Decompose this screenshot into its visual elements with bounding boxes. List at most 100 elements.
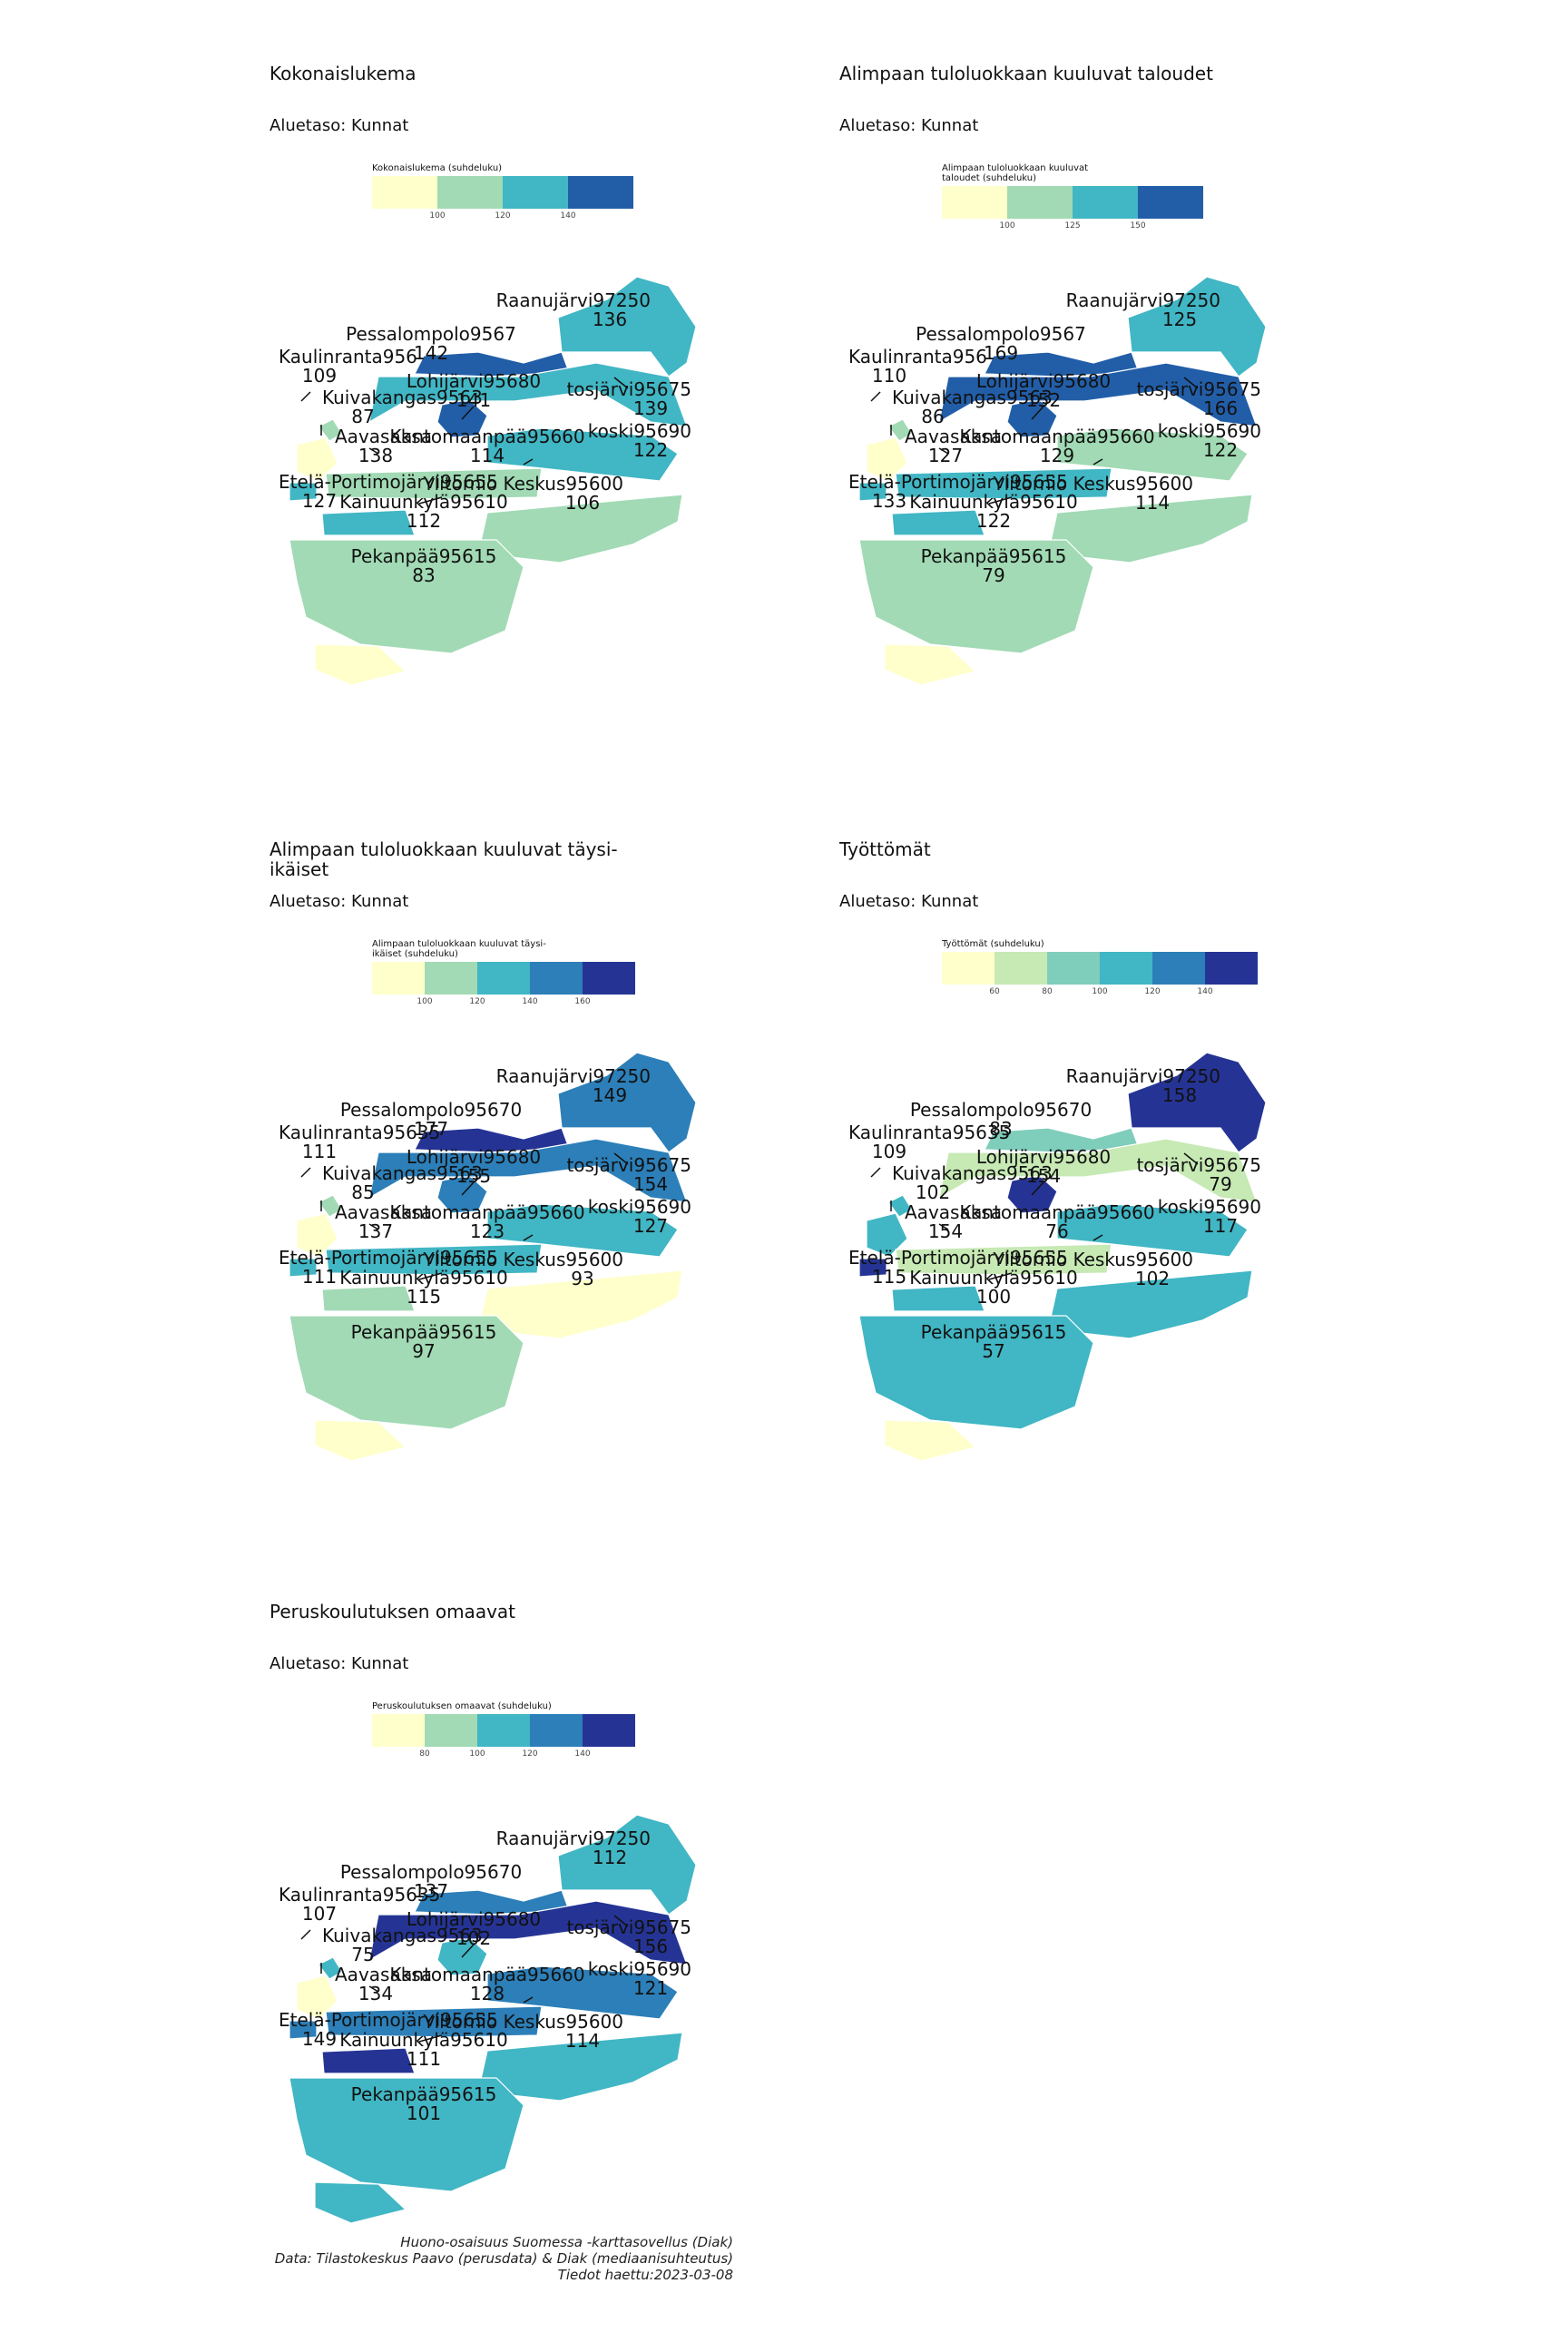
region-6[interactable]: [325, 467, 543, 500]
legend-tick-label: 80: [1042, 987, 1053, 996]
region-4[interactable]: [296, 436, 338, 482]
region-value-label: 155: [456, 1165, 491, 1187]
leader-line: [1093, 458, 1103, 466]
legend-tick-label: 140: [560, 211, 576, 220]
region-4[interactable]: [296, 1212, 338, 1258]
region-value-label: 154: [633, 1173, 668, 1195]
region-10[interactable]: [314, 2181, 407, 2224]
region-12[interactable]: [486, 1203, 679, 1258]
region-name-label: Raanujärvi97250: [496, 1065, 651, 1087]
region-value-label: 102: [456, 1927, 491, 1949]
leader-line: [461, 406, 475, 420]
region-9[interactable]: [858, 539, 1094, 654]
region-0[interactable]: [1127, 276, 1267, 377]
region-2[interactable]: [318, 418, 343, 442]
region-11[interactable]: [368, 362, 688, 427]
region-4[interactable]: [296, 1975, 338, 2020]
leader-line: [613, 1915, 629, 1927]
region-0[interactable]: [557, 1814, 697, 1916]
legend-tick-label: 120: [469, 997, 485, 1006]
region-10[interactable]: [314, 1419, 407, 1462]
region-value-label: 122: [976, 510, 1011, 532]
region-12[interactable]: [486, 427, 679, 482]
region-2[interactable]: [318, 1194, 343, 1218]
region-6[interactable]: [325, 2005, 543, 2038]
region-10[interactable]: [314, 643, 407, 686]
region-name-label: koski95690: [588, 1196, 691, 1218]
region-1[interactable]: [984, 351, 1140, 377]
credits-line-3: Tiedot haettu:2023-03-08: [557, 2267, 733, 2283]
region-9[interactable]: [289, 539, 524, 654]
region-name-label: Kainuunkylä95610: [909, 1267, 1077, 1289]
region-4[interactable]: [866, 436, 908, 482]
legend-swatch: [942, 952, 995, 985]
region-name-label: Kainuunkylä95610: [339, 1267, 507, 1289]
region-7[interactable]: [321, 509, 416, 536]
legend-title: Työttömät (suhdeluku): [942, 939, 1044, 949]
region-4[interactable]: [866, 1212, 908, 1258]
region-name-label: Pekanpää95615: [921, 1321, 1067, 1343]
region-11[interactable]: [368, 1900, 688, 1965]
region-1[interactable]: [414, 351, 570, 377]
region-9[interactable]: [289, 2077, 524, 2192]
region-1[interactable]: [414, 1889, 570, 1916]
region-name-label: Pekanpää95615: [351, 2083, 497, 2105]
region-value-label: 114: [470, 445, 505, 466]
region-6[interactable]: [325, 1243, 543, 1276]
region-2[interactable]: [318, 1956, 343, 1980]
region-11[interactable]: [938, 1138, 1258, 1203]
region-6[interactable]: [895, 1243, 1112, 1276]
region-value-label: 107: [302, 1903, 337, 1925]
region-12[interactable]: [486, 1965, 679, 2020]
legend-swatch: [583, 1714, 635, 1747]
region-7[interactable]: [321, 1285, 416, 1312]
region-value-label: 139: [633, 397, 668, 419]
region-value-label: 57: [982, 1340, 1004, 1362]
region-5[interactable]: [858, 482, 887, 502]
region-name-label: Pessalompolo9567: [346, 323, 516, 345]
region-10[interactable]: [884, 1419, 977, 1462]
region-value-label: 112: [407, 510, 441, 532]
region-5[interactable]: [858, 1258, 887, 1278]
region-9[interactable]: [858, 1315, 1094, 1430]
region-0[interactable]: [557, 276, 697, 377]
region-value-label: 122: [1203, 439, 1238, 461]
region-1[interactable]: [414, 1127, 570, 1153]
region-5[interactable]: [289, 1258, 318, 1278]
region-7[interactable]: [321, 2047, 416, 2074]
region-name-label: Raanujärvi97250: [1066, 289, 1220, 311]
region-value-label: 154: [928, 1220, 963, 1242]
region-12[interactable]: [1056, 1203, 1249, 1258]
region-5[interactable]: [289, 2020, 318, 2040]
region-0[interactable]: [1127, 1052, 1267, 1153]
region-value-label: 149: [593, 1084, 627, 1106]
legend-tick-label: 100: [429, 211, 446, 220]
region-12[interactable]: [1056, 427, 1249, 482]
region-10[interactable]: [884, 643, 977, 686]
region-7[interactable]: [891, 509, 985, 536]
panel-title: Alimpaan tuloluokkaan kuuluvat taloudet: [839, 63, 1213, 84]
region-2[interactable]: [887, 1194, 913, 1218]
region-11[interactable]: [368, 1138, 688, 1203]
region-name-label: tosjärvi95675: [566, 1916, 691, 1938]
legend-title: Alimpaan tuloluokkaan kuuluvat taloudet …: [942, 163, 1089, 183]
region-9[interactable]: [289, 1315, 524, 1430]
region-0[interactable]: [557, 1052, 697, 1153]
region-name-label: tosjärvi95675: [566, 1154, 691, 1176]
region-name-label: Kantomaanpää95660: [959, 426, 1154, 447]
legend-swatch: [477, 962, 530, 995]
region-5[interactable]: [289, 482, 318, 502]
leader-line: [418, 496, 443, 505]
region-name-label: Kainuunkylä95610: [909, 491, 1077, 513]
legend-swatch: [372, 176, 437, 209]
region-7[interactable]: [891, 1285, 985, 1312]
region-value-label: 109: [872, 1141, 906, 1162]
leader-line: [368, 1223, 379, 1230]
region-name-label: Pekanpää95615: [351, 1321, 497, 1343]
region-6[interactable]: [895, 467, 1112, 500]
region-11[interactable]: [938, 362, 1258, 427]
region-1[interactable]: [984, 1127, 1140, 1153]
region-value-label: 156: [633, 1936, 668, 1957]
region-2[interactable]: [887, 418, 913, 442]
region-name-label: Lohijärvi95680: [407, 1146, 541, 1168]
